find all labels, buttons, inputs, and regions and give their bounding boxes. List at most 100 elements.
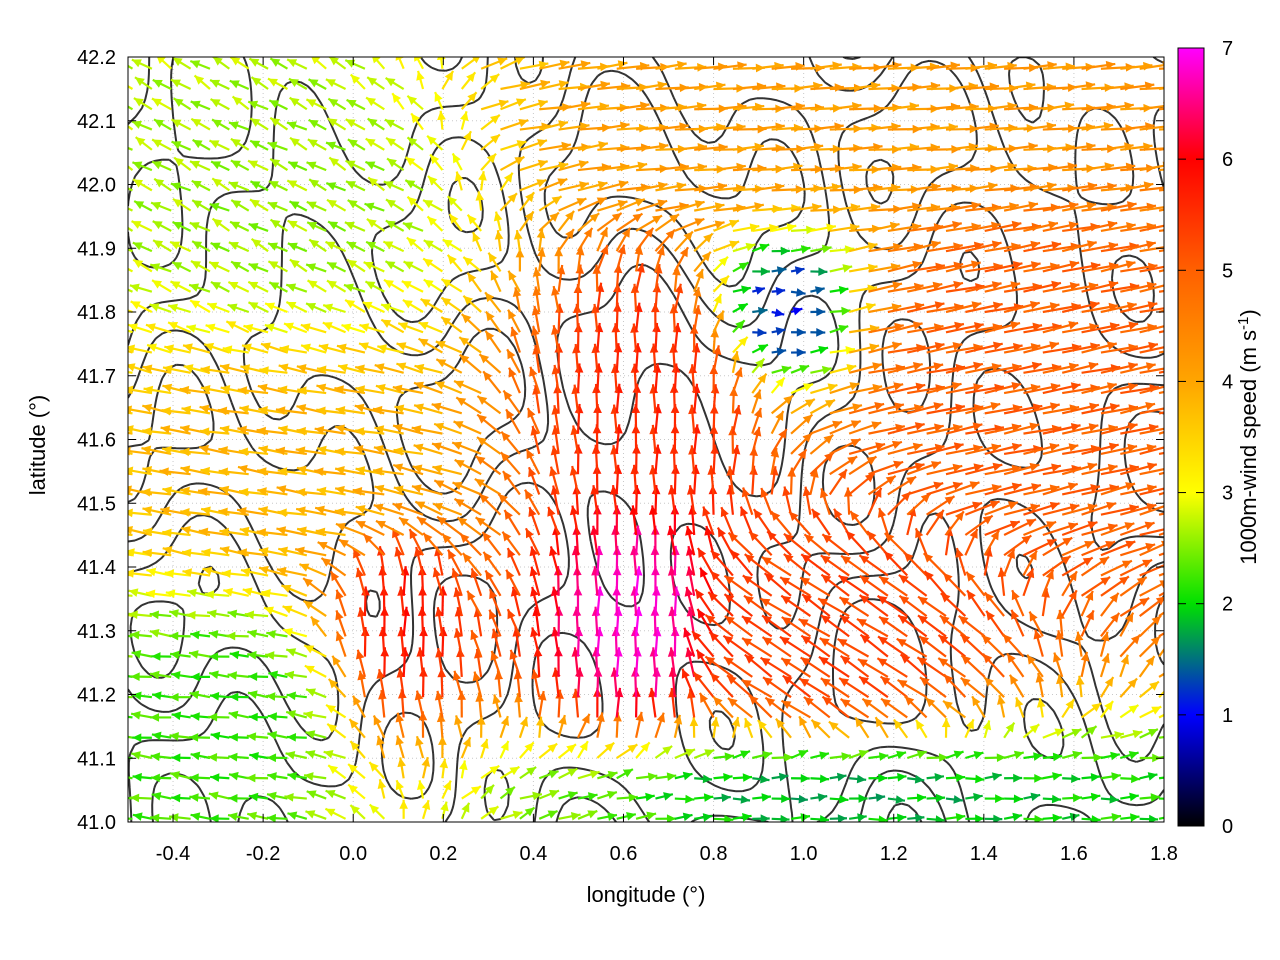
wind-arrow-head [314, 467, 324, 476]
wind-arrow-head [866, 456, 877, 466]
wind-arrow-head [987, 182, 998, 191]
wind-arrow-head [938, 753, 949, 762]
wind-arrow-head [567, 768, 578, 777]
wind-arrow-head [355, 385, 366, 394]
wind-arrow-head [896, 813, 907, 822]
wind-arrow-head [800, 245, 811, 254]
wind-arrow-head [1090, 773, 1101, 782]
wind-arrow-head [971, 201, 981, 211]
wind-arrow-head [973, 383, 983, 392]
wind-arrow-head [112, 282, 122, 290]
wind-arrow-head [414, 57, 422, 62]
wind-arrow-head [248, 222, 259, 232]
wind-arrow-head [944, 496, 955, 505]
wind-arrow-head [1012, 342, 1023, 352]
wind-arrow-head [745, 242, 756, 252]
wind-arrow-head [1168, 812, 1178, 820]
wind-arrow-head [466, 72, 476, 83]
wind-arrow-head [819, 488, 829, 499]
wind-arrow-head [181, 525, 191, 535]
wind-arrow-head [415, 736, 424, 747]
wind-arrow-head [598, 141, 608, 150]
wind-arrow-head [1120, 654, 1130, 665]
wind-arrow-head [231, 200, 242, 209]
wind-arrow-head [798, 750, 809, 759]
wind-arrow-head [276, 566, 287, 576]
wind-arrow-head [130, 793, 140, 803]
wind-arrow-head [657, 181, 668, 191]
wind-arrow-head [799, 678, 810, 687]
wind-arrow-head [374, 484, 385, 494]
wind-arrow-head [720, 507, 729, 518]
wind-arrow-head [897, 679, 908, 689]
wind-arrow-head [915, 813, 925, 822]
wind-arrow-head [575, 245, 585, 256]
wind-arrow-head [802, 414, 813, 424]
wind-arrow-head [842, 264, 853, 273]
wind-arrow-head [470, 786, 481, 795]
wind-arrow-head [341, 323, 352, 332]
wind-arrow-head [207, 609, 217, 619]
wind-arrow-head [960, 677, 971, 687]
wind-arrow-head [1070, 382, 1081, 391]
wind-arrow-head [634, 198, 645, 207]
wind-arrow-head [1031, 483, 1041, 492]
colorbar-label-sup: -1 [1235, 317, 1252, 330]
wind-arrow-head [1166, 681, 1175, 690]
wind-arrow-head [935, 815, 945, 822]
wind-arrow-head [427, 216, 438, 226]
wind-arrow-head [656, 712, 666, 723]
wind-arrow-head [916, 719, 925, 730]
wind-arrow-head [472, 671, 482, 682]
wind-arrow-head [1109, 794, 1119, 804]
wind-arrow-head [256, 426, 267, 436]
wind-arrow-head [860, 634, 871, 644]
wind-arrow-head [367, 77, 378, 86]
wind-arrow-head [427, 135, 437, 146]
wind-arrow-head [1110, 612, 1120, 623]
wind-arrow-head [377, 779, 387, 789]
wind-arrow-head [230, 138, 241, 148]
wind-arrow-head [459, 354, 470, 364]
wind-arrow-head [599, 227, 608, 238]
wind-arrow-head [878, 773, 888, 783]
wind-arrow-head [530, 586, 539, 597]
wind-arrow-head [151, 201, 162, 210]
wind-arrow-head [315, 505, 325, 515]
wind-arrow-head [1107, 220, 1118, 230]
wind-arrow-head [566, 744, 576, 754]
wind-arrow-head [172, 198, 183, 208]
wind-arrow-head [973, 792, 983, 802]
wind-arrow-head [551, 286, 560, 296]
wind-arrow-head [506, 569, 515, 580]
wind-arrow-head [933, 481, 944, 490]
wind-arrow-head [570, 812, 581, 821]
y-tick-label: 41.2 [77, 685, 116, 707]
colorbar-tick-label: 5 [1222, 260, 1233, 282]
wind-arrow-head [192, 139, 203, 149]
wind-arrow-head [257, 467, 267, 476]
wind-arrow-head [345, 181, 356, 190]
wind-arrow-head [189, 283, 200, 292]
wind-arrow-shaft [128, 594, 133, 597]
wind-arrow-head [953, 280, 963, 290]
wind-arrow-head [753, 389, 762, 400]
wind-arrow-head [229, 650, 240, 660]
wind-arrow-head [940, 593, 951, 603]
wind-arrow-head [1052, 652, 1062, 663]
wind-arrow-head [621, 227, 631, 238]
wind-arrow-head [150, 813, 160, 822]
wind-arrow-head [507, 193, 517, 203]
wind-arrow-head [472, 232, 481, 243]
wind-arrow-head [467, 214, 477, 225]
wind-arrow-head [818, 345, 829, 355]
wind-arrow-head [142, 465, 153, 475]
wind-arrow-head [151, 731, 162, 741]
wind-arrow-head [1029, 422, 1040, 431]
wind-arrow-head [208, 712, 218, 722]
wind-arrow-head [210, 99, 221, 108]
wind-arrow-head [821, 574, 832, 584]
wind-arrow-head [357, 670, 366, 681]
wind-arrow-head [128, 508, 133, 518]
wind-arrow-head [170, 182, 181, 191]
